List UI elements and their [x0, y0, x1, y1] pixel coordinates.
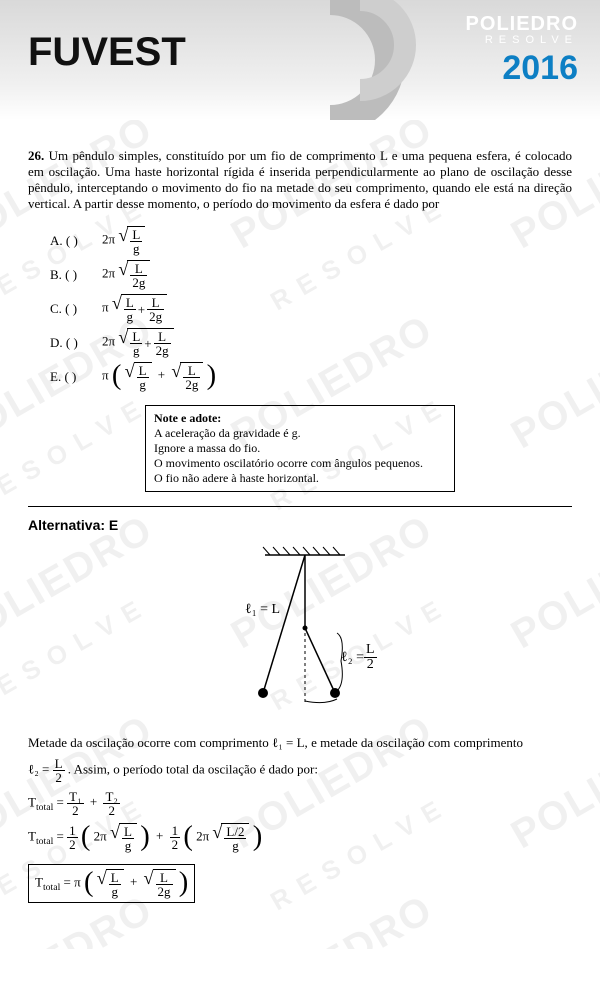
option-a: A. ( ) 2π √ Lg: [50, 226, 572, 255]
brand-name: POLIEDRO: [466, 14, 578, 34]
equation-3-boxed: Ttotal = π ( √ Lg + √ L2g ): [28, 864, 195, 903]
pendulum-diagram: ℓ₁ = L ℓ₂ = L2: [28, 543, 572, 717]
answer-label: Alternativa: E: [28, 517, 572, 533]
diagram-l1-label: ℓ₁ = L: [245, 602, 280, 617]
option-b: B. ( ) 2π √ L2g: [50, 260, 572, 289]
equation-1: Ttotal = T₁2 + T₂2: [28, 790, 572, 817]
brand-block: POLIEDRO RESOLVE 2016: [466, 14, 578, 85]
note-line-2: Ignore a massa do fio.: [154, 441, 446, 456]
equation-2: Ttotal = 12 ( 2π √ Lg ) + 12 ( 2π √ L/2g…: [28, 823, 572, 852]
solution-block: Metade da oscilação ocorre com comprimen…: [28, 735, 572, 909]
option-a-label: A. ( ): [50, 233, 96, 249]
option-c: C. ( ) π √ Lg + L2g: [50, 294, 572, 323]
note-box: Note e adote: A aceleração da gravidade …: [145, 405, 455, 492]
option-d-math: 2π √ Lg + L2g: [102, 328, 174, 357]
option-b-label: B. ( ): [50, 267, 96, 283]
exam-title: FUVEST: [28, 30, 186, 75]
note-line-4: O fio não adere à haste horizontal.: [154, 471, 446, 486]
note-line-1: A aceleração da gravidade é g.: [154, 426, 446, 441]
question-body: Um pêndulo simples, constituído por um f…: [28, 148, 572, 211]
divider: [28, 506, 572, 507]
option-d-label: D. ( ): [50, 335, 96, 351]
option-e-label: E. ( ): [50, 369, 96, 385]
option-c-math: π √ Lg + L2g: [102, 294, 167, 323]
solution-line-2: ℓ₂ = L2 . Assim, o período total da osci…: [28, 757, 572, 784]
option-d: D. ( ) 2π √ Lg + L2g: [50, 328, 572, 357]
exam-year: 2016: [466, 51, 578, 85]
option-b-math: 2π √ L2g: [102, 260, 150, 289]
header-swirl-graphic: [290, 0, 420, 120]
note-line-3: O movimento oscilatório ocorre com ângul…: [154, 456, 446, 471]
page-content: 26. Um pêndulo simples, constituído por …: [0, 120, 600, 949]
question-number: 26.: [28, 148, 44, 163]
note-title: Note e adote:: [154, 411, 446, 426]
option-c-label: C. ( ): [50, 301, 96, 317]
question-text: 26. Um pêndulo simples, constituído por …: [28, 148, 572, 212]
page-header: FUVEST POLIEDRO RESOLVE 2016: [0, 0, 600, 120]
brand-subtitle: RESOLVE: [466, 34, 578, 47]
options-list: A. ( ) 2π √ Lg B. ( ) 2π √ L2g C. ( ) π: [50, 226, 572, 391]
solution-line-1: Metade da oscilação ocorre com comprimen…: [28, 735, 572, 751]
option-e: E. ( ) π ( √ Lg + √ L2g ): [50, 362, 572, 391]
option-a-math: 2π √ Lg: [102, 226, 145, 255]
option-e-math: π ( √ Lg + √ L2g ): [102, 362, 216, 391]
